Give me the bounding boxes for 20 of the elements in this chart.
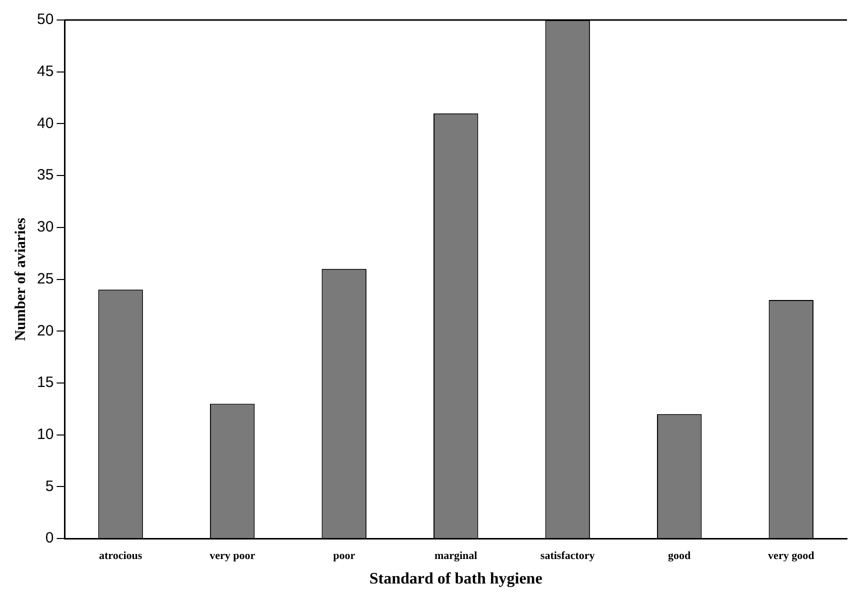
y-tick-label: 15 (36, 374, 54, 392)
y-tick-label: 40 (36, 114, 54, 132)
y-tick-label: 20 (36, 322, 54, 340)
x-tick-label: very poor (210, 550, 256, 562)
y-tick-label: 50 (36, 11, 54, 28)
x-tick-label: marginal (434, 550, 478, 562)
y-tick-label: 35 (36, 166, 54, 184)
y-tick-label: 5 (45, 478, 54, 495)
x-tick-label: good (668, 550, 691, 562)
y-tick-label: 0 (45, 530, 54, 547)
x-axis-title: Standard of bath hygiene (369, 570, 542, 588)
x-tick-label: atrocious (98, 550, 143, 562)
y-tick-label: 45 (36, 63, 54, 80)
x-tick-label: poor (333, 550, 356, 562)
x-tick-label: satisfactory (540, 550, 596, 562)
y-tick-label: 25 (36, 270, 54, 288)
y-axis-title: Number of aviaries (12, 218, 29, 341)
x-tick-label: very good (768, 550, 814, 562)
y-tick-label: 10 (36, 426, 54, 444)
y-tick-label: 30 (36, 218, 54, 236)
